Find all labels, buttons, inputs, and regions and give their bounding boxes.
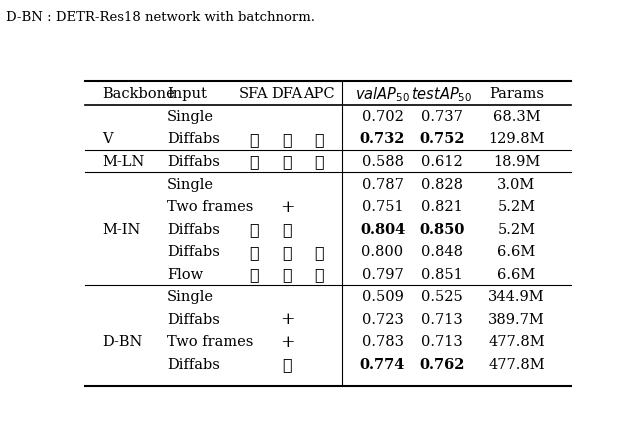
- Text: ✓: ✓: [249, 221, 259, 237]
- Text: 6.6M: 6.6M: [497, 244, 536, 258]
- Text: 0.752: 0.752: [419, 132, 465, 146]
- Text: 0.797: 0.797: [362, 267, 403, 281]
- Text: Single: Single: [167, 110, 214, 124]
- Text: ✓: ✓: [249, 243, 259, 260]
- Text: 0.723: 0.723: [362, 312, 403, 326]
- Text: 0.762: 0.762: [419, 357, 465, 371]
- Text: 477.8M: 477.8M: [488, 357, 545, 371]
- Text: 0.848: 0.848: [421, 244, 463, 258]
- Text: 0.588: 0.588: [362, 155, 404, 169]
- Text: 0.804: 0.804: [360, 222, 405, 236]
- Text: SFA: SFA: [239, 87, 268, 101]
- Text: 344.9M: 344.9M: [488, 290, 545, 304]
- Text: ✓: ✓: [282, 153, 292, 170]
- Text: M-IN: M-IN: [102, 222, 141, 236]
- Text: 0.612: 0.612: [421, 155, 463, 169]
- Text: +: +: [280, 333, 294, 350]
- Text: ✓: ✓: [314, 265, 324, 283]
- Text: ✓: ✓: [249, 131, 259, 148]
- Text: 68.3M: 68.3M: [493, 110, 540, 124]
- Text: Diffabs: Diffabs: [167, 244, 220, 258]
- Text: 5.2M: 5.2M: [497, 222, 536, 236]
- Text: Diffabs: Diffabs: [167, 357, 220, 371]
- Text: 389.7M: 389.7M: [488, 312, 545, 326]
- Text: 0.751: 0.751: [362, 200, 403, 214]
- Text: 0.774: 0.774: [360, 357, 405, 371]
- Text: 0.702: 0.702: [362, 110, 403, 124]
- Text: DFA: DFA: [272, 87, 303, 101]
- Text: ✓: ✓: [282, 131, 292, 148]
- Text: Two frames: Two frames: [167, 335, 253, 349]
- Text: 6.6M: 6.6M: [497, 267, 536, 281]
- Text: D-BN : DETR-Res18 network with batchnorm.: D-BN : DETR-Res18 network with batchnorm…: [6, 11, 316, 24]
- Text: $testAP_{50}$: $testAP_{50}$: [412, 85, 473, 103]
- Text: 0.713: 0.713: [421, 312, 463, 326]
- Text: Backbone: Backbone: [102, 87, 175, 101]
- Text: Single: Single: [167, 177, 214, 191]
- Text: +: +: [280, 198, 294, 215]
- Text: 0.509: 0.509: [362, 290, 403, 304]
- Text: 0.821: 0.821: [421, 200, 463, 214]
- Text: 0.850: 0.850: [419, 222, 465, 236]
- Text: 0.787: 0.787: [362, 177, 403, 191]
- Text: Input: Input: [167, 87, 207, 101]
- Text: APC: APC: [303, 87, 335, 101]
- Text: 477.8M: 477.8M: [488, 335, 545, 349]
- Text: ✓: ✓: [314, 153, 324, 170]
- Text: ✓: ✓: [282, 243, 292, 260]
- Text: Two frames: Two frames: [167, 200, 253, 214]
- Text: 0.525: 0.525: [421, 290, 463, 304]
- Text: Diffabs: Diffabs: [167, 132, 220, 146]
- Text: ✓: ✓: [282, 265, 292, 283]
- Text: 0.783: 0.783: [362, 335, 404, 349]
- Text: 0.713: 0.713: [421, 335, 463, 349]
- Text: ✓: ✓: [314, 131, 324, 148]
- Text: ✓: ✓: [282, 221, 292, 237]
- Text: Diffabs: Diffabs: [167, 312, 220, 326]
- Text: Single: Single: [167, 290, 214, 304]
- Text: M-LN: M-LN: [102, 155, 145, 169]
- Text: ✓: ✓: [249, 265, 259, 283]
- Text: 0.800: 0.800: [362, 244, 404, 258]
- Text: 0.737: 0.737: [421, 110, 463, 124]
- Text: 0.828: 0.828: [421, 177, 463, 191]
- Text: $valAP_{50}$: $valAP_{50}$: [355, 85, 410, 103]
- Text: Diffabs: Diffabs: [167, 222, 220, 236]
- Text: 0.851: 0.851: [421, 267, 463, 281]
- Text: Params: Params: [489, 87, 544, 101]
- Text: ✓: ✓: [282, 356, 292, 372]
- Text: 0.732: 0.732: [360, 132, 405, 146]
- Text: ✓: ✓: [249, 153, 259, 170]
- Text: 18.9M: 18.9M: [493, 155, 540, 169]
- Text: D-BN: D-BN: [102, 335, 143, 349]
- Text: +: +: [280, 311, 294, 328]
- Text: ✓: ✓: [314, 243, 324, 260]
- Text: 5.2M: 5.2M: [497, 200, 536, 214]
- Text: 129.8M: 129.8M: [488, 132, 545, 146]
- Text: Diffabs: Diffabs: [167, 155, 220, 169]
- Text: V: V: [102, 132, 113, 146]
- Text: 3.0M: 3.0M: [497, 177, 536, 191]
- Text: Flow: Flow: [167, 267, 203, 281]
